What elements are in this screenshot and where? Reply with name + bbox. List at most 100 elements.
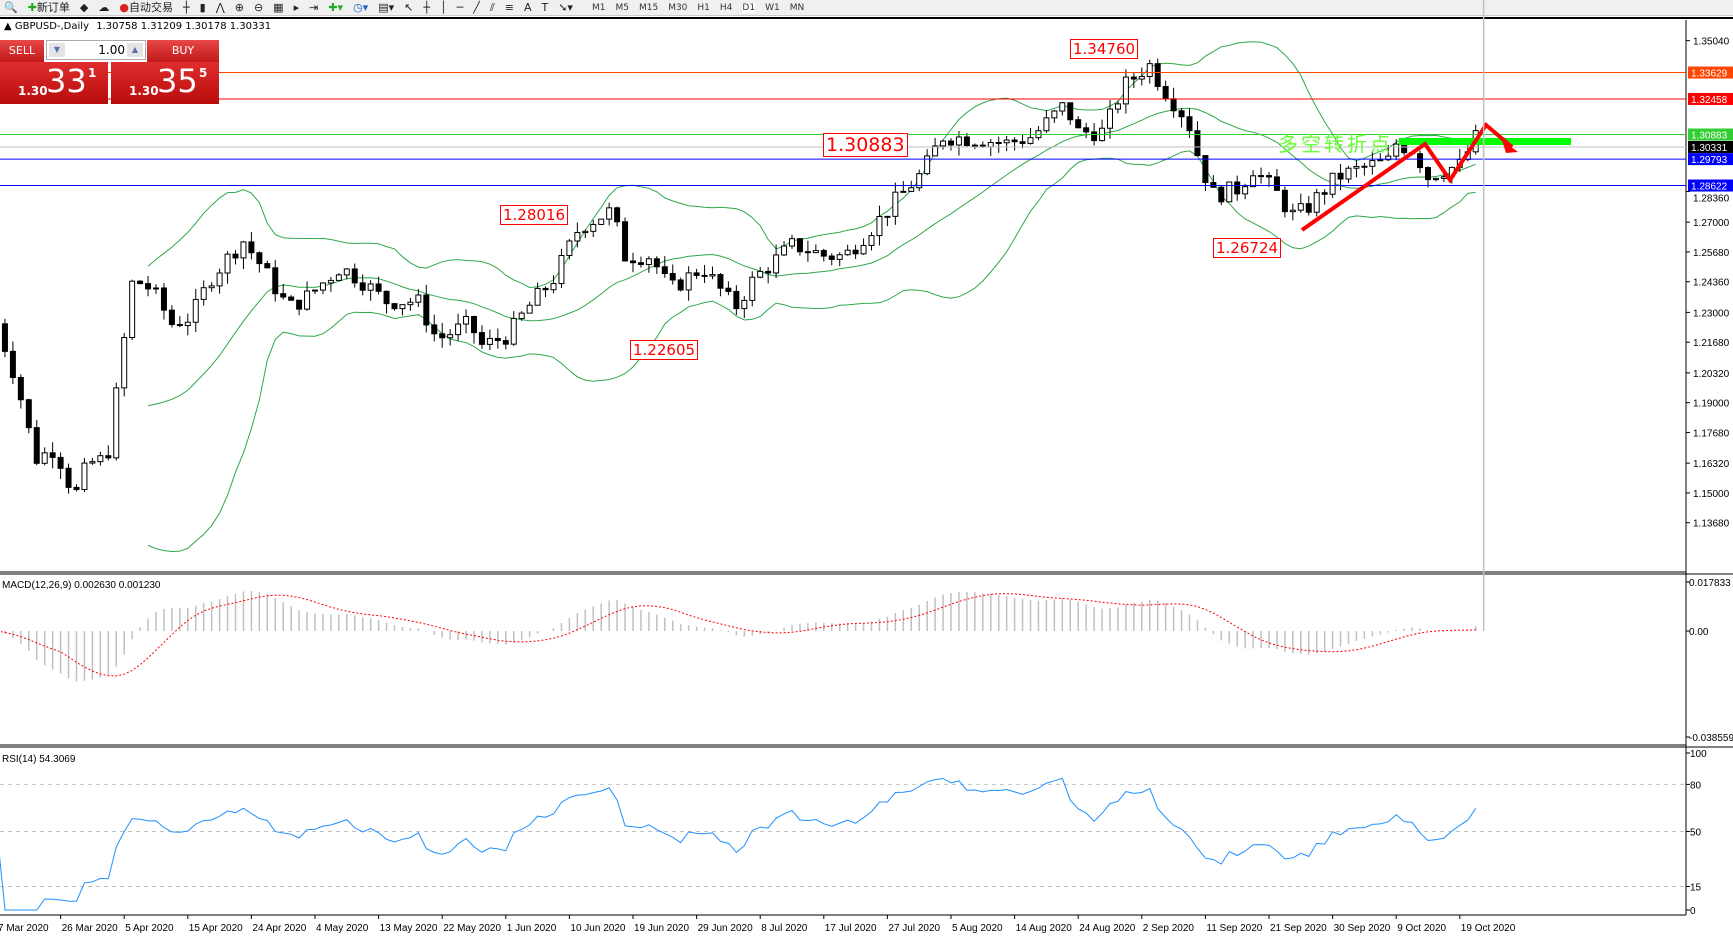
autoscroll-icon[interactable]: ⇥ (309, 0, 319, 14)
tile-windows-icon[interactable]: ▦ (273, 0, 284, 14)
vertical-line-icon[interactable]: │ (439, 0, 447, 14)
zoom-icon[interactable]: 🔍 (4, 0, 18, 14)
candle (844, 244, 851, 256)
price-annotation[interactable]: 1.34760 (1070, 39, 1139, 59)
candle-body (208, 285, 215, 289)
text-label-icon[interactable]: T (541, 0, 549, 14)
candle (725, 281, 732, 296)
chart-shift-icon[interactable]: ▸ (293, 0, 300, 14)
candle (924, 149, 931, 176)
sell-button[interactable]: SELL (0, 40, 44, 62)
candle-body (407, 301, 414, 306)
candle (558, 248, 565, 288)
candle-body (677, 279, 684, 291)
market-watch-icon[interactable]: ◆ (79, 0, 89, 14)
timeframe-m30[interactable]: M30 (668, 2, 688, 13)
date-tick-label: 21 Sep 2020 (1270, 923, 1327, 934)
candle (1099, 119, 1106, 142)
timeframe-m5[interactable]: M5 (615, 2, 629, 13)
zoom-out-icon[interactable]: ⊖ (253, 0, 264, 14)
crosshair-icon[interactable]: ┼ (423, 0, 430, 14)
fibonacci-icon[interactable]: ≡ (504, 0, 514, 14)
date-tick-label: 2 Sep 2020 (1143, 923, 1195, 934)
candle (701, 265, 708, 283)
candle-body (1425, 167, 1431, 181)
macd-tick-label: -0.038559 (1689, 733, 1733, 744)
candle-body (892, 191, 899, 217)
chart-header: ▲ GBPUSD-,Daily 1.30758 1.31209 1.30178 … (4, 21, 271, 32)
candle-body (57, 456, 64, 469)
candle (1281, 186, 1288, 218)
horizontal-line-icon[interactable]: ─ (456, 0, 464, 14)
candle (200, 280, 207, 306)
timeframe-h1[interactable]: H1 (697, 2, 710, 13)
indicators-icon[interactable]: ✚▾ (328, 0, 344, 14)
candle (359, 274, 366, 296)
line-chart-icon[interactable]: ⋀ (215, 0, 225, 14)
candle-body (1329, 172, 1336, 195)
buy-button[interactable]: BUY (147, 40, 219, 62)
buy-price-button[interactable]: 1.30 35 5 (111, 62, 219, 104)
collapse-icon[interactable]: ▲ (4, 21, 12, 32)
timeframe-m15[interactable]: M15 (638, 2, 659, 13)
rsi-label: RSI(14) 54.3069 (2, 754, 76, 765)
arrows-icon[interactable]: ➘▾ (558, 0, 573, 14)
price-annotation[interactable]: 1.28016 (500, 205, 569, 225)
candle-body (1114, 103, 1121, 110)
candle (645, 256, 652, 273)
candle-body (1194, 130, 1201, 157)
auto-trading-button[interactable]: ●自动交易 (119, 1, 173, 15)
candle-body (1043, 117, 1050, 132)
candle-body (1170, 98, 1177, 112)
templates-icon[interactable]: ▤▾ (378, 0, 395, 14)
candlestick-icon[interactable]: ▮ (199, 0, 206, 14)
timeframe-mn[interactable]: MN (789, 2, 805, 13)
candle (399, 304, 406, 316)
increase-lot-icon[interactable]: ▲ (127, 43, 143, 57)
candle (1043, 110, 1050, 134)
text-icon[interactable]: A (523, 0, 532, 14)
price-annotation[interactable]: 1.22605 (630, 340, 699, 360)
timeframe-w1[interactable]: W1 (765, 2, 780, 13)
candle (1432, 177, 1439, 182)
candle-body (391, 303, 398, 310)
timeframe-d1[interactable]: D1 (742, 2, 756, 13)
candle (908, 180, 915, 193)
reversal-point-label[interactable]: 多空转折点 (1278, 132, 1393, 156)
candle-body (256, 252, 263, 265)
date-tick-label: 7 Mar 2020 (0, 923, 49, 934)
periods-icon[interactable]: ◷▾ (353, 0, 369, 14)
candle-body (335, 274, 342, 281)
cursor-icon[interactable]: ↖ (404, 0, 414, 14)
candle (717, 273, 724, 297)
candle (1178, 108, 1185, 128)
sell-price-button[interactable]: 1.30 33 1 (0, 62, 108, 104)
price-tick-label: 1.35040 (1693, 37, 1730, 48)
timeframe-h4[interactable]: H4 (719, 2, 733, 13)
bar-chart-icon[interactable]: ┼ (183, 0, 190, 14)
trendline-icon[interactable]: ╱ (473, 0, 480, 14)
candle-body (741, 299, 748, 310)
candle (280, 283, 287, 300)
lot-size-stepper[interactable]: ▼ ▲ (46, 40, 146, 60)
lot-size-input[interactable] (67, 42, 125, 58)
zoom-in-icon[interactable]: ⊕ (234, 0, 244, 14)
equidistant-channel-icon[interactable]: ⫽ (489, 0, 495, 14)
candle (1170, 87, 1177, 118)
signals-icon[interactable]: ☁ (98, 0, 110, 14)
candle (765, 267, 772, 284)
timeframe-m1[interactable]: M1 (591, 2, 606, 13)
price-annotation[interactable]: 1.26724 (1213, 238, 1282, 258)
candle (1067, 102, 1074, 125)
candle-body (749, 276, 756, 301)
new-order-button[interactable]: ✚新订单 (28, 1, 70, 15)
candle (129, 279, 136, 341)
decrease-lot-icon[interactable]: ▼ (49, 43, 65, 57)
candle (1122, 69, 1129, 114)
candle (1027, 127, 1034, 145)
candle (1059, 102, 1066, 116)
candle (566, 238, 573, 260)
candle (749, 271, 756, 307)
price-annotation[interactable]: 1.30883 (823, 133, 908, 157)
